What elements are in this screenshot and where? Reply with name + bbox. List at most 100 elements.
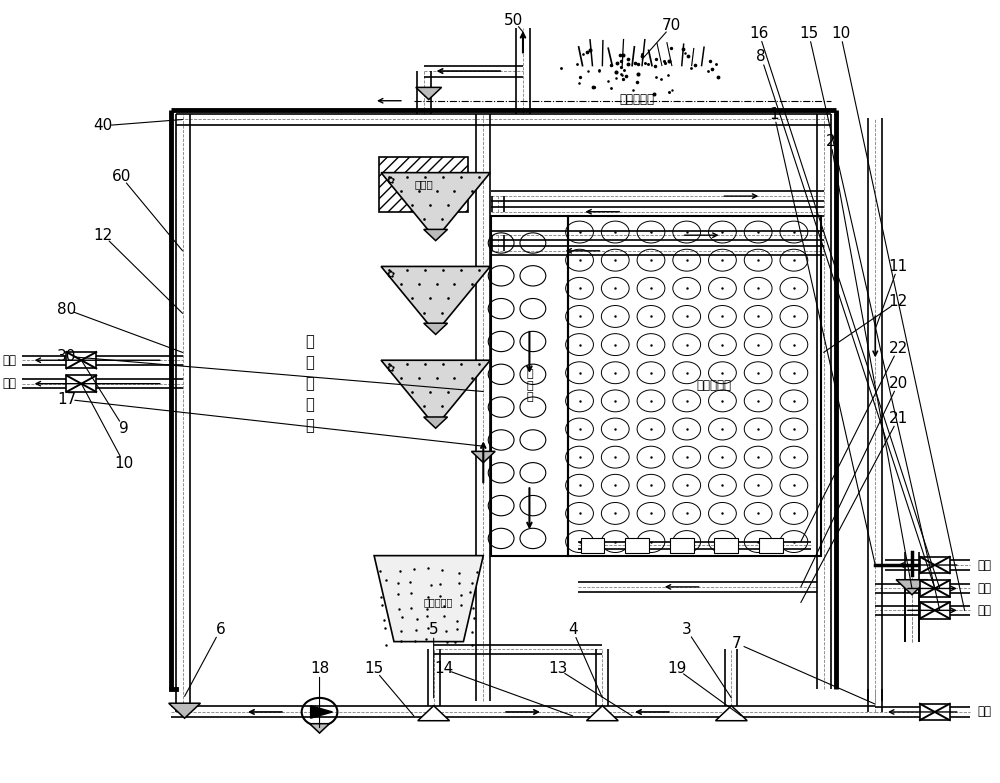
- Bar: [596, 649, 608, 706]
- Text: ✿: ✿: [386, 364, 394, 374]
- Polygon shape: [424, 323, 448, 334]
- Text: 16: 16: [749, 26, 769, 41]
- Polygon shape: [424, 417, 448, 428]
- Bar: [417, 71, 431, 114]
- Text: ✿: ✿: [386, 270, 394, 280]
- Bar: [868, 688, 882, 712]
- Polygon shape: [424, 229, 448, 240]
- Bar: [885, 561, 970, 570]
- Text: 20: 20: [888, 376, 908, 392]
- Text: 40: 40: [94, 118, 113, 133]
- Text: 排泥: 排泥: [3, 377, 17, 390]
- Bar: [817, 114, 831, 688]
- Bar: [176, 114, 831, 125]
- Bar: [428, 649, 440, 706]
- Polygon shape: [66, 352, 96, 369]
- Text: 70: 70: [662, 18, 681, 33]
- Bar: [22, 379, 183, 388]
- Bar: [492, 196, 504, 211]
- Bar: [434, 644, 602, 654]
- Polygon shape: [920, 580, 950, 597]
- Text: 排泥: 排泥: [977, 582, 991, 595]
- Polygon shape: [169, 703, 200, 718]
- Bar: [578, 583, 817, 591]
- Bar: [868, 118, 882, 701]
- Text: 2: 2: [826, 134, 835, 149]
- Text: 生物净化区: 生物净化区: [697, 379, 732, 392]
- Text: 排水: 排水: [3, 354, 17, 366]
- Bar: [491, 192, 824, 200]
- Text: 14: 14: [434, 662, 453, 677]
- Bar: [725, 649, 737, 706]
- Bar: [491, 246, 824, 255]
- Text: 22: 22: [888, 341, 908, 356]
- Text: 絮
凝
区: 絮 凝 区: [526, 369, 533, 402]
- Text: 15: 15: [799, 26, 818, 41]
- Text: 50: 50: [503, 13, 523, 27]
- Bar: [581, 538, 604, 554]
- Text: 60: 60: [111, 169, 131, 184]
- Text: 17: 17: [57, 392, 76, 407]
- Text: ✿: ✿: [386, 176, 394, 186]
- Bar: [875, 707, 970, 716]
- Bar: [379, 157, 468, 211]
- Polygon shape: [896, 579, 928, 595]
- Polygon shape: [381, 266, 490, 333]
- Polygon shape: [418, 705, 450, 720]
- Bar: [491, 230, 824, 240]
- Polygon shape: [311, 705, 332, 718]
- Text: 12: 12: [94, 228, 113, 243]
- Polygon shape: [471, 451, 495, 463]
- Polygon shape: [715, 705, 747, 720]
- Text: 21: 21: [888, 411, 908, 427]
- Bar: [875, 584, 970, 593]
- Polygon shape: [381, 172, 490, 239]
- Bar: [714, 538, 738, 554]
- Bar: [905, 552, 919, 641]
- Polygon shape: [66, 376, 96, 392]
- Text: 侧
边
生
态
区: 侧 边 生 态 区: [305, 334, 314, 433]
- Bar: [905, 579, 919, 641]
- Text: 顶部生态区: 顶部生态区: [620, 93, 655, 106]
- Polygon shape: [310, 723, 329, 733]
- Bar: [492, 235, 504, 251]
- Polygon shape: [920, 602, 950, 619]
- Text: 进水: 进水: [977, 558, 991, 572]
- Bar: [491, 207, 824, 216]
- Text: 19: 19: [667, 662, 686, 677]
- Text: 8: 8: [756, 49, 766, 64]
- Bar: [476, 114, 490, 701]
- Bar: [759, 538, 783, 554]
- Text: 15: 15: [364, 662, 384, 677]
- Text: 5: 5: [429, 622, 438, 637]
- Text: 3: 3: [682, 622, 692, 637]
- Bar: [875, 606, 970, 615]
- Text: 排水: 排水: [977, 604, 991, 617]
- Bar: [171, 706, 875, 717]
- Text: 7: 7: [732, 636, 741, 651]
- Text: 13: 13: [548, 662, 567, 677]
- Bar: [424, 66, 523, 77]
- Bar: [176, 688, 190, 712]
- Polygon shape: [374, 556, 483, 641]
- Polygon shape: [920, 557, 950, 573]
- Bar: [670, 538, 694, 554]
- Text: 进气: 进气: [977, 705, 991, 719]
- Bar: [625, 538, 649, 554]
- Text: 9: 9: [119, 420, 129, 435]
- Text: 18: 18: [310, 662, 329, 677]
- Bar: [491, 215, 568, 556]
- Polygon shape: [416, 88, 442, 99]
- Text: 30: 30: [57, 349, 76, 364]
- Text: 沉淀区: 沉淀区: [414, 179, 433, 189]
- Polygon shape: [920, 704, 950, 720]
- Text: 污泥浓缩区: 污泥浓缩区: [424, 597, 453, 608]
- Bar: [176, 114, 190, 688]
- Text: 6: 6: [215, 622, 225, 637]
- Bar: [22, 355, 183, 365]
- Text: 4: 4: [568, 622, 577, 637]
- Polygon shape: [381, 360, 490, 427]
- Text: 80: 80: [57, 302, 76, 317]
- Bar: [578, 542, 811, 550]
- Text: 12: 12: [888, 294, 908, 309]
